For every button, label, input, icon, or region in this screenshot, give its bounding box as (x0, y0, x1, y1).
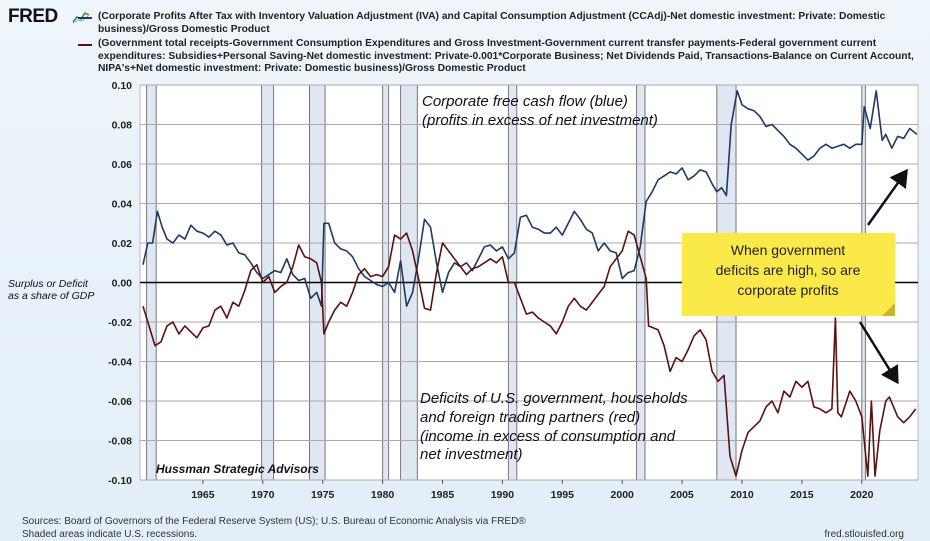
y-tick-label: 0.04 (112, 199, 133, 211)
sticky-note: When government deficits are high, so ar… (682, 233, 895, 316)
y-axis-label-1: Surplus or Deficit (8, 278, 89, 290)
y-tick-label: 0.06 (112, 159, 133, 171)
y-tick-label: -0.08 (108, 436, 132, 448)
sticky-note-bg (682, 233, 895, 316)
recession-band (861, 85, 866, 480)
x-tick-label: 1995 (551, 489, 575, 501)
note-line-1: When government (731, 242, 846, 258)
recession-band (508, 85, 517, 480)
footer-sources: Sources: Board of Governors of the Feder… (22, 516, 526, 541)
legend-label-blue: (Corporate Profits After Tax with Invent… (98, 11, 886, 35)
annotation-blue-1: Corporate free cash flow (blue) (422, 93, 628, 110)
recession-note: Shaded areas indicate U.S. recessions. (22, 528, 198, 540)
recession-band (261, 85, 274, 480)
note-line-3: corporate profits (737, 282, 838, 298)
x-tick-label: 2000 (611, 489, 635, 501)
annotation-red-2: and foreign trading partners (red) (420, 409, 640, 426)
y-tick-label: 0.08 (112, 120, 133, 132)
annotation-red-3: (income in excess of consumption and (420, 428, 676, 445)
x-tick-label: 1965 (191, 489, 215, 501)
sticky-note-fold (882, 303, 895, 316)
recession-band (636, 85, 645, 480)
y-tick-label: 0.02 (112, 238, 133, 250)
x-tick-label: 1970 (251, 489, 275, 501)
x-tick-label: 2010 (730, 489, 754, 501)
arrow-down-icon (858, 321, 899, 385)
y-tick-label: -0.04 (108, 357, 132, 369)
series-line-blue (142, 90, 918, 308)
x-tick-label: 2005 (670, 489, 694, 501)
recession-band (309, 85, 326, 480)
x-tick-label: 1980 (371, 489, 395, 501)
fred-logo: FRED (8, 6, 58, 27)
legend-label-red: (Government total receipts-Government Co… (98, 38, 914, 74)
x-tick-label: 2015 (790, 489, 814, 501)
sources-text: Sources: Board of Governors of the Feder… (22, 516, 526, 527)
x-tick-label: 2020 (850, 489, 874, 501)
legend-item-blue: (Corporate Profits After Tax with Invent… (78, 11, 918, 36)
x-tick-label: 1985 (431, 489, 455, 501)
legend-item-red: (Government total receipts-Government Co… (78, 38, 918, 76)
site-link[interactable]: fred.stlouisfed.org (824, 529, 905, 540)
arrow-up-icon (866, 168, 908, 226)
annotation-red-4: net investment) (420, 446, 523, 463)
note-line-2: deficits are high, so are (716, 262, 861, 278)
series-line-red (142, 230, 917, 477)
legend-swatch-blue (78, 17, 92, 19)
y-tick-label: -0.10 (108, 475, 132, 487)
recession-band (382, 85, 389, 480)
legend-swatch-red (78, 44, 92, 46)
y-tick-label: 0.10 (112, 80, 133, 92)
plot-area (139, 84, 919, 481)
recession-band (716, 85, 737, 480)
y-tick-label: 0.00 (112, 278, 133, 290)
annotation-red-1: Deficits of U.S. government, households (420, 390, 688, 407)
recession-band (400, 85, 418, 480)
y-tick-label: -0.06 (108, 396, 132, 408)
y-axis-label-2: as a share of GDP (8, 290, 94, 302)
x-tick-label: 1990 (491, 489, 515, 501)
annotation-blue-2: (profits in excess of net investment) (422, 112, 658, 129)
y-tick-label: -0.02 (108, 317, 132, 329)
credit-label: Hussman Strategic Advisors (156, 462, 319, 476)
x-tick-label: 1975 (311, 489, 335, 501)
recession-band (146, 85, 157, 480)
